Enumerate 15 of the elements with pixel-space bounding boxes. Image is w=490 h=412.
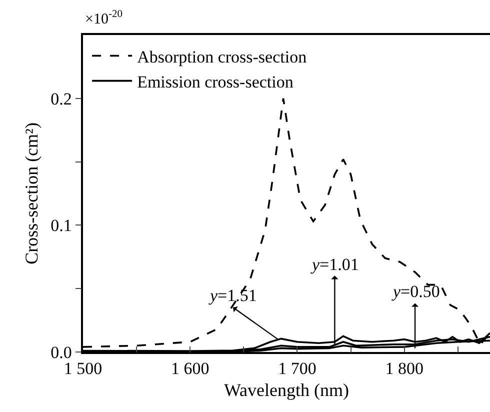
x-tick-label: 1 800	[385, 359, 424, 378]
annotation: y=1.01	[310, 255, 359, 274]
y-tick-label: 0.1	[50, 216, 72, 236]
annotation: y=1.51	[208, 286, 257, 305]
y-tick-label: 0.2	[50, 89, 72, 108]
annotation: y=0.50	[391, 282, 440, 301]
x-tick-label: 1 500	[64, 359, 102, 378]
legend-label: Absorption cross-section	[137, 47, 308, 66]
legend-label: Emission cross-section	[137, 72, 294, 92]
y-axis-title: Cross-section (cm²)	[21, 122, 42, 264]
y-tick-label: 0.0	[50, 342, 72, 362]
text: ×10$^{-20}$	[85, 9, 122, 28]
x-tick-label: 1 600	[170, 359, 210, 378]
x-tick-label: 1 700	[278, 359, 316, 378]
x-axis-title: Wavelength (nm)	[224, 380, 350, 400]
